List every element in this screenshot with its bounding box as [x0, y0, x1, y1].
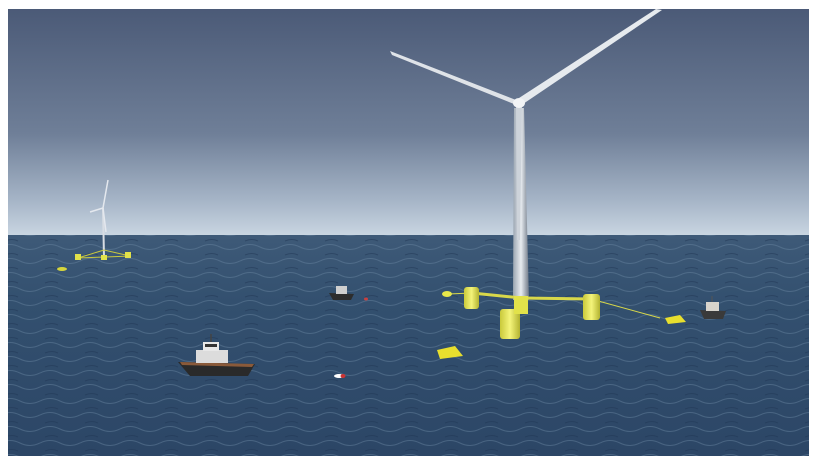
- tug-boat-large: [178, 334, 255, 376]
- main-turbine: [390, 9, 662, 339]
- float-column: [464, 287, 479, 309]
- blade: [390, 51, 519, 106]
- deckhouse: [706, 302, 719, 311]
- yellow-float: [665, 315, 686, 324]
- distant-blade: [102, 207, 107, 233]
- float-column: [500, 309, 520, 339]
- marker-buoy: [364, 297, 368, 301]
- tug-boat-right: [700, 296, 726, 319]
- hull: [329, 293, 354, 300]
- sky: [8, 9, 809, 236]
- distant-blade: [89, 207, 104, 213]
- pontoon: [471, 291, 523, 300]
- hub: [513, 98, 525, 108]
- distant-turbine: [57, 179, 131, 271]
- buoy: [57, 267, 67, 271]
- mooring-line: [590, 298, 661, 319]
- hull: [700, 310, 726, 319]
- distant-float: [101, 255, 107, 260]
- yellow-float: [437, 346, 463, 359]
- fender: [180, 362, 254, 367]
- distant-blade: [102, 179, 109, 209]
- sea-waves: [8, 235, 809, 456]
- window: [205, 344, 217, 347]
- deckhouse: [336, 286, 347, 294]
- marker-buoy: [340, 374, 346, 378]
- blade: [516, 104, 522, 240]
- blade: [519, 9, 662, 104]
- tower-base: [514, 296, 528, 314]
- deckhouse: [196, 350, 228, 363]
- tug-boat-mid: [329, 286, 354, 300]
- distant-float: [75, 254, 81, 260]
- distant-float: [125, 252, 131, 258]
- float-column: [583, 294, 600, 320]
- buoy: [442, 291, 452, 297]
- pontoon: [521, 296, 592, 301]
